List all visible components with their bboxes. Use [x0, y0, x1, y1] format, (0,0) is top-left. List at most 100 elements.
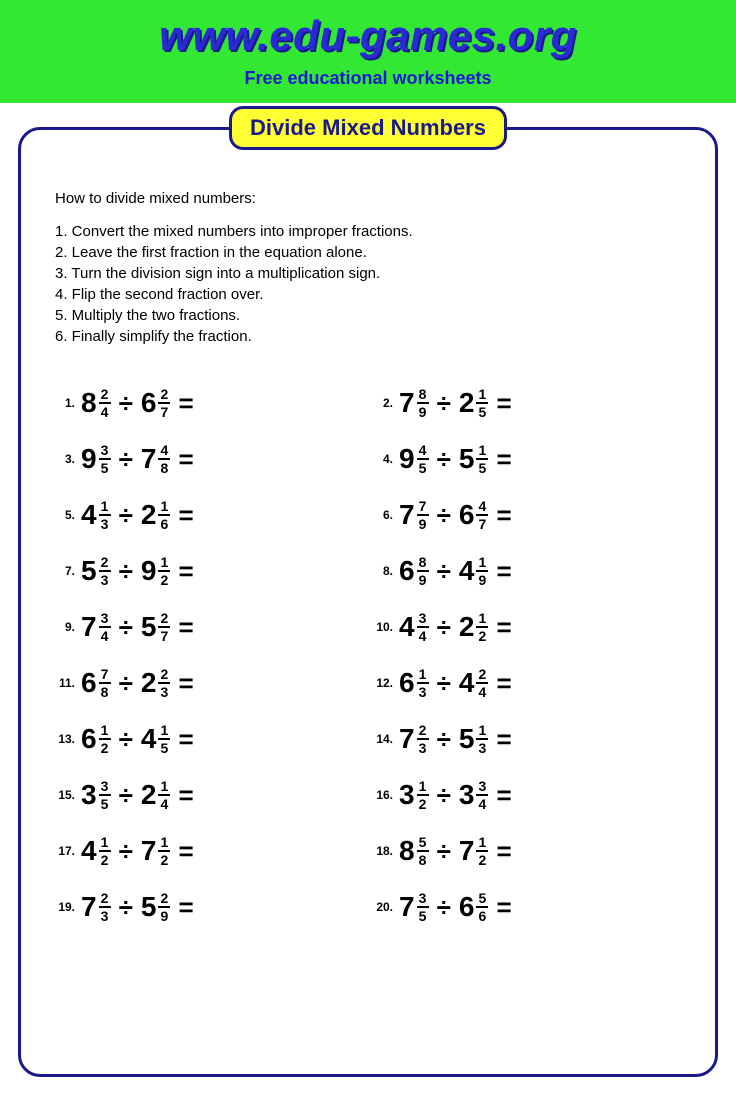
problem: 19.723÷529=	[55, 891, 363, 923]
mixed-number: 212	[459, 611, 489, 643]
numerator: 1	[161, 779, 169, 794]
fraction-part: 29	[158, 891, 170, 923]
equals-sign: =	[496, 726, 511, 752]
numerator: 2	[479, 667, 487, 682]
expression: 734÷527=	[81, 611, 194, 643]
equals-sign: =	[178, 390, 193, 416]
divide-operator: ÷	[437, 502, 451, 528]
expression: 612 ÷ 415 =	[81, 723, 194, 755]
divide-operator: ÷	[437, 446, 451, 472]
howto-step: 6. Finally simplify the fraction.	[55, 326, 681, 347]
expression: 413÷216=	[81, 499, 194, 531]
problem: 16.312÷334=	[373, 779, 681, 811]
denominator: 5	[476, 458, 488, 475]
problem: 15.335÷214=	[55, 779, 363, 811]
divide-operator: ÷	[119, 782, 133, 808]
whole-part: 6	[459, 893, 475, 921]
mixed-number: 656	[459, 891, 489, 923]
worksheet-title-badge: Divide Mixed Numbers	[229, 106, 507, 150]
fraction-part: 12	[158, 555, 170, 587]
whole-part: 2	[141, 501, 157, 529]
whole-part: 2	[459, 613, 475, 641]
problem: 2.789÷215=	[373, 387, 681, 419]
numerator: 5	[419, 835, 427, 850]
numerator: 2	[161, 667, 169, 682]
numerator: 3	[101, 779, 109, 794]
mixed-number: 335	[81, 779, 111, 811]
mixed-number: 415	[141, 723, 171, 755]
fraction-part: 24	[476, 667, 488, 699]
site-subtitle: Free educational worksheets	[0, 68, 736, 89]
numerator: 1	[479, 611, 487, 626]
equals-sign: =	[178, 726, 193, 752]
expression: 935÷748=	[81, 443, 194, 475]
numerator: 7	[101, 667, 109, 682]
expression: 523÷912=	[81, 555, 194, 587]
divide-operator: ÷	[437, 894, 451, 920]
expression: 945÷515=	[399, 443, 512, 475]
fraction-part: 13	[99, 499, 111, 531]
problem-number: 16.	[373, 788, 399, 802]
numerator: 2	[101, 891, 109, 906]
denominator: 7	[158, 626, 170, 643]
howto-step: 1. Convert the mixed numbers into improp…	[55, 221, 681, 242]
denominator: 7	[158, 402, 170, 419]
mixed-number: 735	[399, 891, 429, 923]
whole-part: 4	[81, 837, 97, 865]
denominator: 2	[158, 570, 170, 587]
mixed-number: 789	[399, 387, 429, 419]
numerator: 1	[419, 779, 427, 794]
denominator: 6	[476, 906, 488, 923]
denominator: 6	[158, 514, 170, 531]
problem-number: 5.	[55, 508, 81, 522]
fraction-part: 12	[99, 835, 111, 867]
numerator: 1	[161, 555, 169, 570]
divide-operator: ÷	[119, 726, 133, 752]
expression: 678÷223=	[81, 667, 194, 699]
howto-title: How to divide mixed numbers:	[55, 190, 681, 207]
equals-sign: =	[496, 446, 511, 472]
whole-part: 9	[81, 445, 97, 473]
whole-part: 2	[141, 781, 157, 809]
denominator: 2	[417, 794, 429, 811]
expression: 779÷647=	[399, 499, 512, 531]
whole-part: 7	[81, 893, 97, 921]
whole-part: 5	[81, 557, 97, 585]
whole-part: 7	[399, 501, 415, 529]
equals-sign: =	[496, 782, 511, 808]
mixed-number: 613	[399, 667, 429, 699]
fraction-part: 23	[99, 891, 111, 923]
mixed-number: 734	[81, 611, 111, 643]
whole-part: 3	[459, 781, 475, 809]
mixed-number: 779	[399, 499, 429, 531]
denominator: 3	[476, 738, 488, 755]
denominator: 2	[476, 850, 488, 867]
denominator: 8	[158, 458, 170, 475]
denominator: 4	[476, 682, 488, 699]
denominator: 9	[158, 906, 170, 923]
mixed-number: 935	[81, 443, 111, 475]
mixed-number: 712	[141, 835, 171, 867]
numerator: 3	[419, 611, 427, 626]
mixed-number: 678	[81, 667, 111, 699]
divide-operator: ÷	[119, 390, 133, 416]
numerator: 3	[101, 611, 109, 626]
problem-number: 19.	[55, 900, 81, 914]
fraction-part: 13	[476, 723, 488, 755]
fraction-part: 12	[476, 611, 488, 643]
problem-number: 14.	[373, 732, 399, 746]
problem: 14.723÷513=	[373, 723, 681, 755]
mixed-number: 612	[81, 723, 111, 755]
fraction-part: 58	[417, 835, 429, 867]
mixed-number: 223	[141, 667, 171, 699]
expression: 858÷712=	[399, 835, 512, 867]
whole-part: 7	[399, 725, 415, 753]
fraction-part: 13	[417, 667, 429, 699]
numerator: 1	[101, 499, 109, 514]
numerator: 1	[479, 835, 487, 850]
whole-part: 4	[81, 501, 97, 529]
denominator: 5	[417, 458, 429, 475]
problem: 3.935÷748=	[55, 443, 363, 475]
fraction-part: 24	[99, 387, 111, 419]
whole-part: 3	[81, 781, 97, 809]
